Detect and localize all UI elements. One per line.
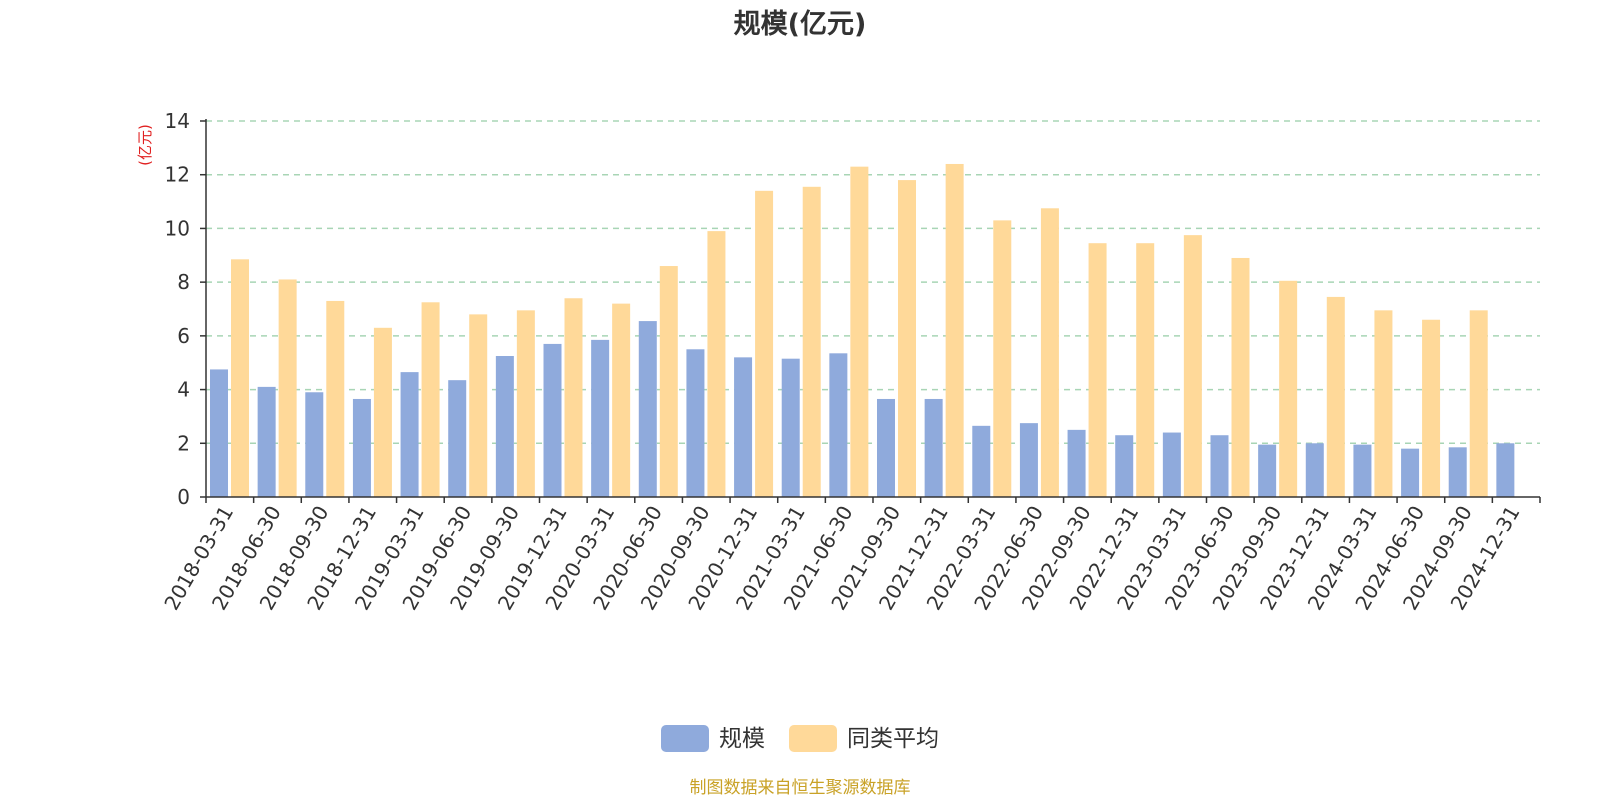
legend-swatch-category-average[interactable] [789, 725, 837, 752]
bar-category-average[interactable] [326, 300, 345, 497]
y-tick-label: 12 [165, 163, 190, 187]
chart-title: 规模(亿元) [734, 9, 867, 40]
y-tick-label: 8 [177, 270, 190, 294]
bar-category-average[interactable] [1136, 243, 1155, 497]
bar-scale[interactable] [352, 398, 371, 497]
bar-scale[interactable] [1019, 423, 1038, 497]
bar-category-average[interactable] [1183, 235, 1202, 497]
bar-scale[interactable] [1496, 443, 1515, 497]
bar-scale[interactable] [257, 386, 276, 497]
data-source-note: 制图数据来自恒生聚源数据库 [690, 778, 911, 798]
bar-category-average[interactable] [898, 180, 916, 498]
bar-category-average[interactable] [755, 190, 774, 498]
bar-scale[interactable] [829, 353, 848, 497]
bar-scale[interactable] [686, 349, 705, 497]
bar-category-average[interactable] [421, 302, 440, 497]
bar-scale[interactable] [1353, 444, 1372, 497]
legend: 规模 同类平均 [661, 725, 939, 752]
bar-category-average[interactable] [1088, 243, 1107, 497]
y-tick-labels: 0 2 4 6 8 10 12 14 [165, 109, 190, 509]
bar-category-average[interactable] [945, 163, 964, 497]
bar-scale[interactable] [210, 369, 228, 497]
bar-category-average[interactable] [373, 327, 392, 497]
bar-category-average[interactable] [1469, 310, 1488, 497]
bar-category-average[interactable] [612, 303, 631, 497]
bar-scale[interactable] [1448, 447, 1467, 497]
bar-scale[interactable] [1305, 443, 1324, 497]
bar-scale[interactable] [972, 425, 991, 497]
bar-scale[interactable] [877, 398, 895, 497]
y-tick-label: 14 [165, 109, 190, 133]
bar-category-average[interactable] [1326, 296, 1345, 497]
bar-scale[interactable] [591, 339, 610, 497]
bar-scale[interactable] [1115, 435, 1134, 497]
bar-scale[interactable] [781, 358, 800, 497]
bar-scale[interactable] [734, 357, 753, 497]
bar-scale[interactable] [1067, 429, 1086, 497]
bar-scale[interactable] [400, 372, 419, 497]
y-tick-label: 6 [177, 324, 190, 348]
y-axis-unit-label: (亿元) [136, 124, 154, 166]
y-tick-label: 10 [165, 216, 190, 240]
y-tick-label: 0 [177, 485, 190, 509]
bar-category-average[interactable] [564, 298, 583, 497]
bar-scale[interactable] [305, 392, 324, 497]
bar-category-average[interactable] [659, 266, 678, 497]
bars [210, 163, 1515, 498]
bar-category-average[interactable] [1422, 319, 1441, 497]
y-tick-label: 2 [177, 431, 190, 455]
bar-scale[interactable] [1258, 444, 1277, 497]
bar-scale[interactable] [1162, 432, 1181, 497]
bar-category-average[interactable] [1231, 257, 1250, 497]
bar-scale[interactable] [543, 343, 562, 497]
y-tick-label: 4 [177, 378, 190, 402]
x-tick-labels: 2018-03-312018-06-302018-09-302018-12-31… [159, 502, 1524, 615]
legend-label-scale[interactable]: 规模 [719, 726, 765, 752]
bar-category-average[interactable] [231, 259, 249, 497]
bar-category-average[interactable] [1040, 208, 1059, 498]
bar-category-average[interactable] [707, 231, 726, 497]
bar-scale[interactable] [638, 321, 657, 497]
bar-scale[interactable] [1401, 448, 1420, 497]
bar-category-average[interactable] [850, 166, 869, 497]
bar-category-average[interactable] [516, 310, 535, 497]
bar-category-average[interactable] [993, 220, 1012, 497]
bar-scale[interactable] [1210, 435, 1229, 497]
bar-category-average[interactable] [278, 279, 297, 497]
legend-label-category-average[interactable]: 同类平均 [847, 726, 939, 752]
axes [200, 119, 1541, 503]
bar-category-average[interactable] [469, 314, 488, 497]
bar-category-average[interactable] [1374, 310, 1393, 497]
bar-scale[interactable] [924, 398, 943, 497]
legend-swatch-scale[interactable] [661, 725, 709, 752]
bar-category-average[interactable] [1279, 280, 1298, 497]
bar-scale[interactable] [448, 380, 467, 497]
bar-category-average[interactable] [802, 186, 821, 498]
bar-scale[interactable] [495, 356, 514, 497]
